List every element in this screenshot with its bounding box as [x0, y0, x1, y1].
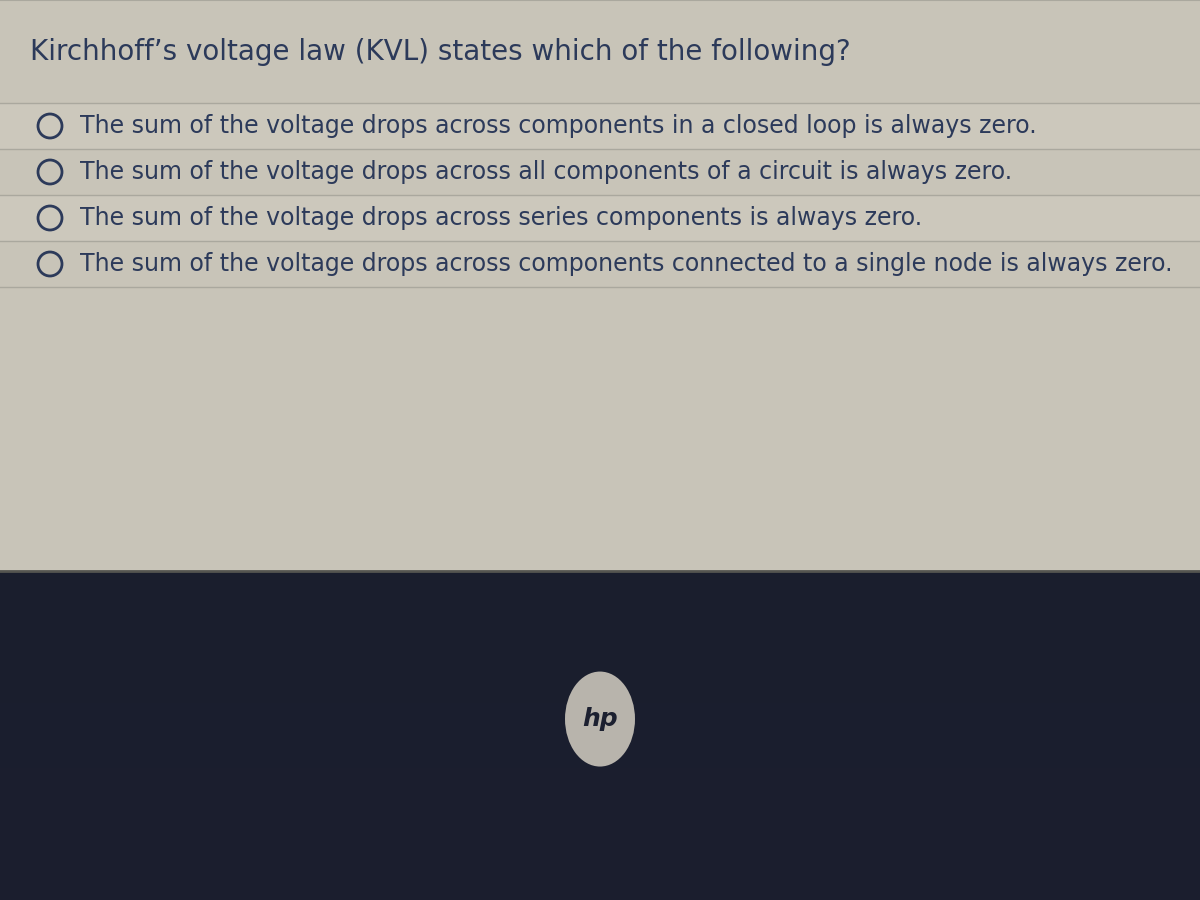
Text: The sum of the voltage drops across components in a closed loop is always zero.: The sum of the voltage drops across comp…: [80, 114, 1037, 138]
FancyBboxPatch shape: [0, 195, 1200, 241]
Text: The sum of the voltage drops across series components is always zero.: The sum of the voltage drops across seri…: [80, 206, 922, 230]
FancyBboxPatch shape: [0, 103, 1200, 149]
FancyBboxPatch shape: [0, 241, 1200, 287]
FancyBboxPatch shape: [0, 0, 1200, 103]
Text: hp: hp: [582, 707, 618, 731]
Ellipse shape: [565, 671, 635, 767]
Text: Kirchhoff’s voltage law (KVL) states which of the following?: Kirchhoff’s voltage law (KVL) states whi…: [30, 38, 851, 66]
FancyBboxPatch shape: [0, 0, 1200, 571]
FancyBboxPatch shape: [0, 571, 1200, 900]
FancyBboxPatch shape: [0, 287, 1200, 571]
FancyBboxPatch shape: [0, 149, 1200, 195]
Text: The sum of the voltage drops across all components of a circuit is always zero.: The sum of the voltage drops across all …: [80, 160, 1012, 184]
Text: The sum of the voltage drops across components connected to a single node is alw: The sum of the voltage drops across comp…: [80, 252, 1172, 276]
